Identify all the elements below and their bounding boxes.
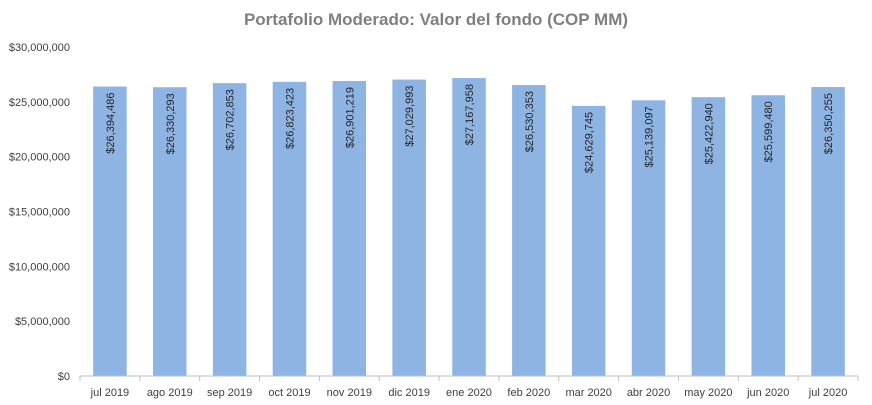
x-tick-label: nov 2019 [327, 387, 372, 399]
y-tick-label: $30,000,000 [9, 42, 70, 54]
data-label: $26,330,293 [165, 93, 177, 154]
data-label: $26,530,353 [524, 91, 536, 152]
bar [452, 78, 486, 377]
bar [153, 87, 187, 377]
bar [811, 87, 845, 376]
bar [212, 83, 247, 376]
bar [751, 95, 785, 376]
y-tick-label: $20,000,000 [9, 152, 70, 164]
x-tick-label: ene 2020 [446, 387, 492, 399]
bar [272, 81, 307, 377]
data-label: $25,139,097 [644, 106, 656, 167]
bar [332, 80, 367, 376]
data-label: $26,394,486 [105, 93, 117, 154]
y-tick-label: $0 [58, 371, 70, 383]
data-label: $24,629,745 [584, 112, 596, 173]
x-tick-label: abr 2020 [627, 387, 670, 399]
bar [631, 100, 666, 377]
y-tick-label: $5,000,000 [15, 316, 70, 328]
x-tick-label: jun 2020 [746, 387, 789, 399]
x-tick-label: oct 2019 [268, 387, 310, 399]
chart-title: Portafolio Moderado: Valor del fondo (CO… [244, 10, 628, 29]
data-label: $27,029,993 [404, 86, 416, 147]
y-axis: $0 $5,000,000 $10,000,000 $15,000,000 $20,00… [9, 42, 70, 383]
x-tick-label: may 2020 [684, 387, 732, 399]
data-label: $26,901,219 [344, 87, 356, 148]
data-label: $27,167,958 [464, 84, 476, 145]
y-tick-label: $10,000,000 [9, 261, 70, 273]
y-tick-label: $25,000,000 [9, 97, 70, 109]
bar [571, 105, 606, 376]
bar [512, 85, 546, 376]
data-label: $26,823,423 [284, 88, 296, 149]
x-tick-label: feb 2020 [507, 387, 550, 399]
data-label: $26,350,255 [823, 93, 835, 154]
bar [691, 97, 726, 376]
data-label: $25,422,940 [703, 103, 715, 164]
bar [93, 86, 127, 376]
x-tick-label: sep 2019 [207, 387, 252, 399]
x-tick-label: mar 2020 [565, 387, 611, 399]
x-tick-label: ago 2019 [147, 387, 193, 399]
bars-group: $26,394,486 $26,330,293 $26,702,853 $26,823… [93, 78, 845, 377]
data-label: $26,702,853 [225, 89, 237, 150]
x-tick-label: jul 2020 [808, 387, 848, 399]
x-tick-label: jul 2019 [90, 387, 130, 399]
x-tick-label: dic 2019 [388, 387, 430, 399]
x-axis: jul 2019 ago 2019 sep 2019 oct 2019 nov 2019… [79, 375, 859, 399]
data-label: $25,599,480 [763, 101, 775, 162]
bar [392, 79, 426, 376]
y-tick-label: $15,000,000 [9, 207, 70, 219]
